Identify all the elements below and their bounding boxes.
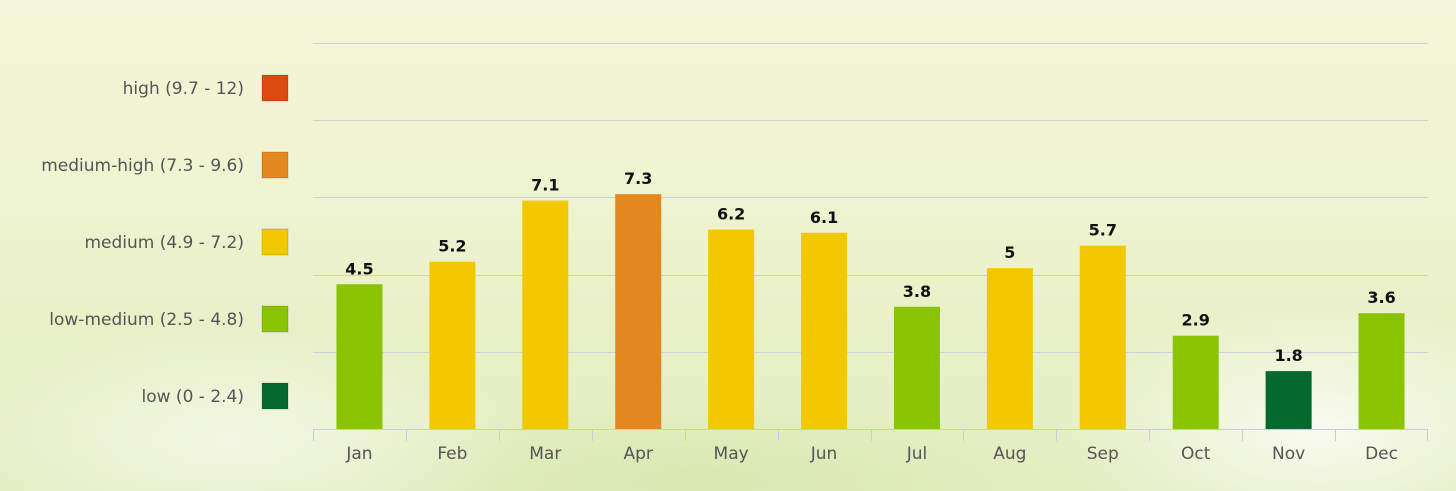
bars: [336, 194, 1405, 429]
legend-label-4: low (0 - 2.4): [142, 387, 245, 407]
x-tick-label-jul: Jul: [906, 444, 928, 464]
bar-sep: [1079, 245, 1126, 429]
bar-nov: [1265, 371, 1312, 429]
legend-label-3: low-medium (2.5 - 4.8): [49, 310, 244, 330]
bar-aug: [986, 268, 1033, 429]
legend-label-0: high (9.7 - 12): [123, 79, 244, 99]
value-label-dec: 3.6: [1367, 288, 1395, 307]
bar-jan: [336, 284, 383, 429]
value-label-oct: 2.9: [1182, 311, 1210, 330]
x-tick-label-mar: Mar: [529, 444, 561, 464]
legend-swatch-2: [261, 228, 289, 256]
value-label-may: 6.2: [717, 205, 745, 224]
x-tick-label-jan: Jan: [345, 444, 372, 464]
bar-oct: [1172, 335, 1219, 429]
bar-jul: [893, 306, 940, 429]
value-label-mar: 7.1: [531, 176, 559, 195]
bar-feb: [429, 261, 476, 429]
x-tick-label-jun: Jun: [810, 444, 838, 464]
value-label-jun: 6.1: [810, 208, 838, 227]
value-label-feb: 5.2: [438, 237, 466, 256]
legend-swatch-1: [261, 151, 289, 179]
bar-apr: [615, 194, 662, 429]
x-tick-label-may: May: [714, 444, 749, 464]
bar-may: [708, 229, 755, 429]
x-tick-label-apr: Apr: [623, 444, 652, 464]
value-label-aug: 5: [1004, 243, 1015, 262]
x-tick-label-sep: Sep: [1087, 444, 1119, 464]
legend-label-1: medium-high (7.3 - 9.6): [41, 156, 244, 176]
value-labels: 4.5 5.2 7.1 7.3 6.2 6.1 3.8 5 5.7 2.9 1.8 3.6: [345, 169, 1395, 365]
bar-dec: [1358, 313, 1405, 429]
value-label-jul: 3.8: [903, 282, 931, 301]
x-tick-label-dec: Dec: [1365, 444, 1398, 464]
x-tick-label-oct: Oct: [1181, 444, 1211, 464]
value-label-apr: 7.3: [624, 169, 652, 188]
x-tick-label-aug: Aug: [993, 444, 1026, 464]
x-axis: Jan Feb Mar Apr May Jun Jul Aug Sep Oct Nov Dec: [313, 429, 1428, 464]
gridlines: [313, 43, 1428, 353]
legend-swatch-4: [261, 382, 289, 410]
bar-mar: [522, 200, 569, 429]
x-tick-label-nov: Nov: [1272, 444, 1305, 464]
x-tick-label-feb: Feb: [437, 444, 467, 464]
legend: high (9.7 - 12) medium-high (7.3 - 9.6) me…: [41, 74, 289, 410]
bar-jun: [801, 232, 848, 429]
legend-swatch-0: [261, 74, 289, 102]
legend-label-2: medium (4.9 - 7.2): [84, 233, 244, 253]
value-label-nov: 1.8: [1274, 346, 1302, 365]
legend-swatch-3: [261, 305, 289, 333]
value-label-jan: 4.5: [345, 259, 373, 278]
value-label-sep: 5.7: [1089, 221, 1117, 240]
